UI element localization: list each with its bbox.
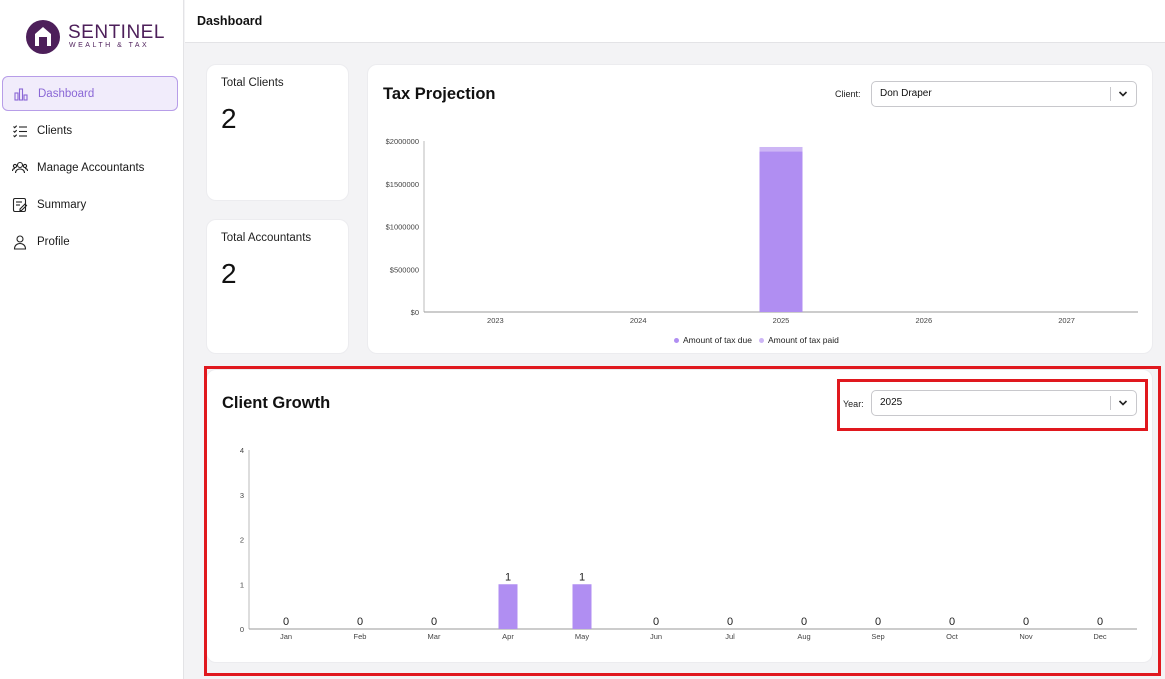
- x-tick-label: May: [575, 632, 589, 641]
- x-tick-label: Oct: [946, 632, 959, 641]
- legend-dot: [759, 337, 764, 343]
- x-tick-label: Aug: [797, 632, 810, 641]
- summary-icon: [12, 197, 28, 213]
- client-growth-highlight: [204, 366, 1161, 676]
- select-divider: [1110, 396, 1111, 410]
- sidebar-item-manage-accountants[interactable]: Manage Accountants: [2, 150, 178, 185]
- y-tick-label: 3: [240, 491, 244, 500]
- y-tick-label: $2000000: [386, 137, 419, 146]
- logo-house-icon: [26, 20, 60, 54]
- total-accountants-value: 2: [221, 258, 237, 289]
- legend-dot: [674, 337, 679, 343]
- x-tick-label: 2026: [915, 316, 932, 325]
- data-label: 0: [875, 616, 881, 628]
- x-tick-label: Nov: [1019, 632, 1033, 641]
- legend-label: Amount of tax due: [683, 335, 752, 345]
- brand-tagline: WEALTH & TAX: [69, 42, 150, 49]
- tax-projection-card: Tax Projection Client: Don Draper $0 $500…: [367, 64, 1153, 354]
- page-title: Dashboard: [197, 14, 263, 28]
- data-label: 1: [579, 571, 585, 583]
- sidebar-item-dashboard[interactable]: Dashboard: [2, 76, 178, 111]
- sidebar-item-label: Clients: [37, 124, 73, 137]
- brand-logo[interactable]: SENTINEL WEALTH & TAX: [26, 18, 166, 58]
- sidebar-item-label: Profile: [37, 235, 70, 248]
- chevron-down-icon: [1118, 91, 1128, 97]
- legend-item-tax-paid: Amount of tax paid: [759, 335, 839, 345]
- data-label: 0: [1097, 616, 1103, 628]
- total-accountants-label: Total Accountants: [221, 232, 312, 244]
- client-select[interactable]: Don Draper: [871, 81, 1137, 107]
- data-label: 0: [949, 616, 955, 628]
- client-select-value: Don Draper: [880, 88, 932, 99]
- data-label: 0: [727, 616, 733, 628]
- y-tick-label: $500000: [390, 265, 419, 274]
- checklist-icon: [12, 123, 28, 139]
- sidebar-item-summary[interactable]: Summary: [2, 187, 178, 222]
- x-tick-label: 2024: [630, 316, 647, 325]
- tax-projection-chart: $0 $500000 $1000000 $1500000 $2000000 2023 202…: [386, 137, 1138, 325]
- data-label: 1: [505, 571, 511, 583]
- year-select-highlight: [837, 379, 1148, 431]
- y-tick-label: $1500000: [386, 180, 419, 189]
- total-clients-value: 2: [221, 103, 237, 134]
- client-select-label: Client:: [835, 89, 861, 99]
- data-label: 0: [653, 616, 659, 628]
- y-tick-label: $0: [411, 308, 419, 317]
- sidebar-item-clients[interactable]: Clients: [2, 113, 178, 148]
- legend-item-tax-due: Amount of tax due: [674, 335, 752, 345]
- y-tick-label: $1000000: [386, 223, 419, 232]
- client-growth-chart: 0 1 2 3 4 Jan 0 Feb 0 Mar 0 Apr 1 May 1 Jun 0 Jul 0 Aug 0 Sep…: [240, 446, 1137, 641]
- x-tick-label: Sep: [871, 632, 884, 641]
- data-label: 0: [431, 616, 437, 628]
- x-tick-label: Apr: [502, 632, 514, 641]
- x-tick-label: Jun: [650, 632, 662, 641]
- bar-tax-paid: [759, 146, 803, 152]
- tax-projection-title: Tax Projection: [383, 85, 496, 103]
- year-select-label: Year:: [843, 399, 864, 409]
- sidebar-item-label: Summary: [37, 198, 87, 211]
- client-growth-title: Client Growth: [222, 394, 331, 412]
- top-bar: Dashboard: [185, 0, 1165, 43]
- data-label: 0: [1023, 616, 1029, 628]
- sidebar: SENTINEL WEALTH & TAX Dashboard Clients: [0, 0, 184, 679]
- bar-client-growth: [572, 584, 592, 629]
- select-divider: [1110, 87, 1111, 101]
- data-label: 0: [283, 616, 289, 628]
- y-tick-label: 4: [240, 446, 244, 455]
- x-tick-label: 2027: [1058, 316, 1075, 325]
- sidebar-item-profile[interactable]: Profile: [2, 224, 178, 259]
- bar-client-growth: [498, 584, 518, 629]
- x-tick-label: Jan: [280, 632, 292, 641]
- x-tick-label: 2025: [773, 316, 790, 325]
- y-tick-label: 0: [240, 625, 244, 634]
- chevron-down-icon: [1118, 400, 1128, 406]
- total-clients-label: Total Clients: [221, 77, 284, 89]
- sidebar-item-label: Manage Accountants: [37, 161, 145, 174]
- total-accountants-card: Total Accountants 2: [206, 219, 349, 354]
- total-clients-card: Total Clients 2: [206, 64, 349, 201]
- users-icon: [12, 160, 28, 176]
- x-tick-label: Feb: [354, 632, 367, 641]
- x-tick-label: Dec: [1093, 632, 1107, 641]
- client-growth-card: Client Growth Year: 2025 0 1 2 3 4 Jan 0 Feb 0 Ma…: [206, 369, 1153, 663]
- sidebar-nav: Dashboard Clients Manage Accountants: [2, 76, 178, 261]
- y-tick-label: 2: [240, 536, 244, 545]
- bar-chart-icon: [13, 86, 29, 102]
- year-select[interactable]: 2025: [871, 390, 1137, 416]
- brand-name: SENTINEL: [68, 22, 165, 43]
- sidebar-item-label: Dashboard: [38, 87, 95, 100]
- y-tick-label: 1: [240, 580, 244, 589]
- legend-label: Amount of tax paid: [768, 335, 839, 345]
- x-tick-label: 2023: [487, 316, 504, 325]
- data-label: 0: [357, 616, 363, 628]
- year-select-value: 2025: [880, 397, 903, 408]
- tax-chart-legend: Amount of tax due Amount of tax paid: [674, 335, 846, 345]
- user-icon: [12, 234, 28, 250]
- data-label: 0: [801, 616, 807, 628]
- bar-tax-due: [759, 151, 803, 312]
- x-tick-label: Mar: [428, 632, 441, 641]
- x-tick-label: Jul: [725, 632, 735, 641]
